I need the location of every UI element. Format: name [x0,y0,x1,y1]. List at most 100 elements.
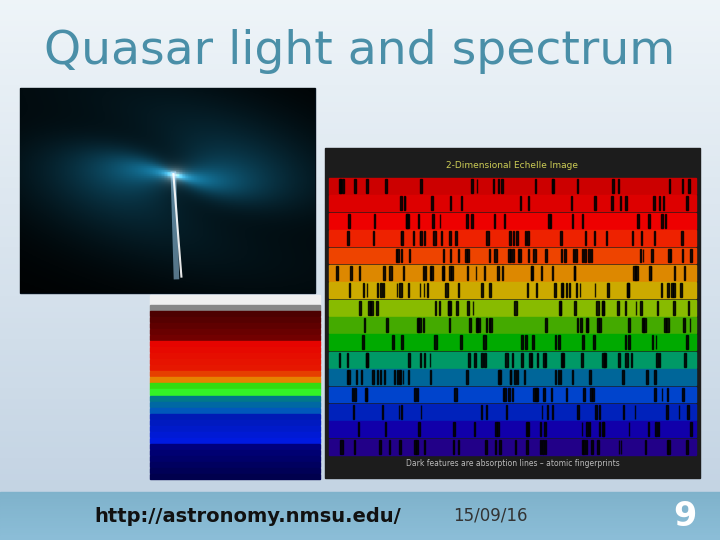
Bar [661,284,662,297]
Bar [686,197,688,211]
Bar [668,248,670,262]
Bar [454,231,457,245]
Bar [552,179,554,193]
Bar [0,525,720,529]
Bar [460,335,462,349]
Text: 9: 9 [673,500,697,532]
Bar [654,197,655,211]
Bar [508,388,510,401]
Bar [599,422,600,436]
Bar [150,347,320,352]
Bar [505,405,508,419]
Bar [441,231,443,245]
Bar [545,318,546,332]
Bar [604,353,606,367]
Bar [623,405,624,419]
Bar [0,259,720,266]
Text: Quasar light and spectrum: Quasar light and spectrum [45,30,675,75]
Bar [0,232,720,239]
Bar [0,140,720,147]
Bar [483,335,486,349]
Bar [667,440,670,454]
Bar [418,318,419,332]
Bar [0,535,720,540]
Bar [0,475,720,482]
Bar [517,370,518,384]
Bar [509,231,511,245]
Bar [0,518,720,522]
Bar [674,266,675,280]
Bar [561,248,562,262]
Bar [0,86,720,93]
Bar [548,214,549,228]
Bar [678,405,679,419]
Bar [680,284,682,297]
Bar [150,414,320,418]
Bar [479,318,480,332]
Bar [0,533,720,536]
Bar [150,335,320,340]
Bar [0,270,720,276]
Bar [543,388,544,401]
Bar [150,366,320,370]
Bar [150,420,320,425]
Bar [150,450,320,455]
Bar [551,388,552,401]
Bar [400,197,402,211]
Bar [582,440,583,454]
Bar [0,0,720,6]
Bar [0,378,720,384]
Bar [528,248,529,262]
Bar [0,65,720,71]
Bar [648,214,650,228]
Bar [365,388,367,401]
Bar [504,214,505,228]
Bar [581,353,582,367]
Bar [518,248,519,262]
Bar [467,266,468,280]
Bar [408,353,410,367]
Bar [590,388,592,401]
Bar [0,292,720,298]
Bar [0,297,720,303]
Bar [622,370,624,384]
Bar [0,514,720,517]
Bar [512,388,513,401]
Bar [598,440,599,454]
Bar [618,440,619,454]
Bar [534,248,536,262]
Bar [582,248,583,262]
Bar [150,438,320,443]
Bar [329,387,696,402]
Bar [467,248,469,262]
Bar [673,284,675,297]
Bar [588,248,590,262]
Bar [150,456,320,461]
Bar [682,388,683,401]
Bar [430,266,431,280]
Bar [0,162,720,168]
Bar [543,353,545,367]
Bar [342,179,343,193]
Bar [150,295,320,305]
Bar [348,284,350,297]
Bar [0,491,720,498]
Bar [526,440,528,454]
Bar [642,248,644,262]
Bar [443,266,444,280]
Bar [0,22,720,28]
Bar [432,214,433,228]
Bar [498,179,499,193]
Bar [150,462,320,467]
Bar [325,148,700,478]
Bar [431,197,433,211]
Bar [0,178,720,185]
Bar [577,318,578,332]
Bar [536,284,537,297]
Bar [467,214,468,228]
Text: 2-Dimensional Echelle Image: 2-Dimensional Echelle Image [446,161,578,171]
Bar [372,370,374,384]
Bar [0,173,720,179]
Bar [150,408,320,413]
Bar [0,394,720,401]
